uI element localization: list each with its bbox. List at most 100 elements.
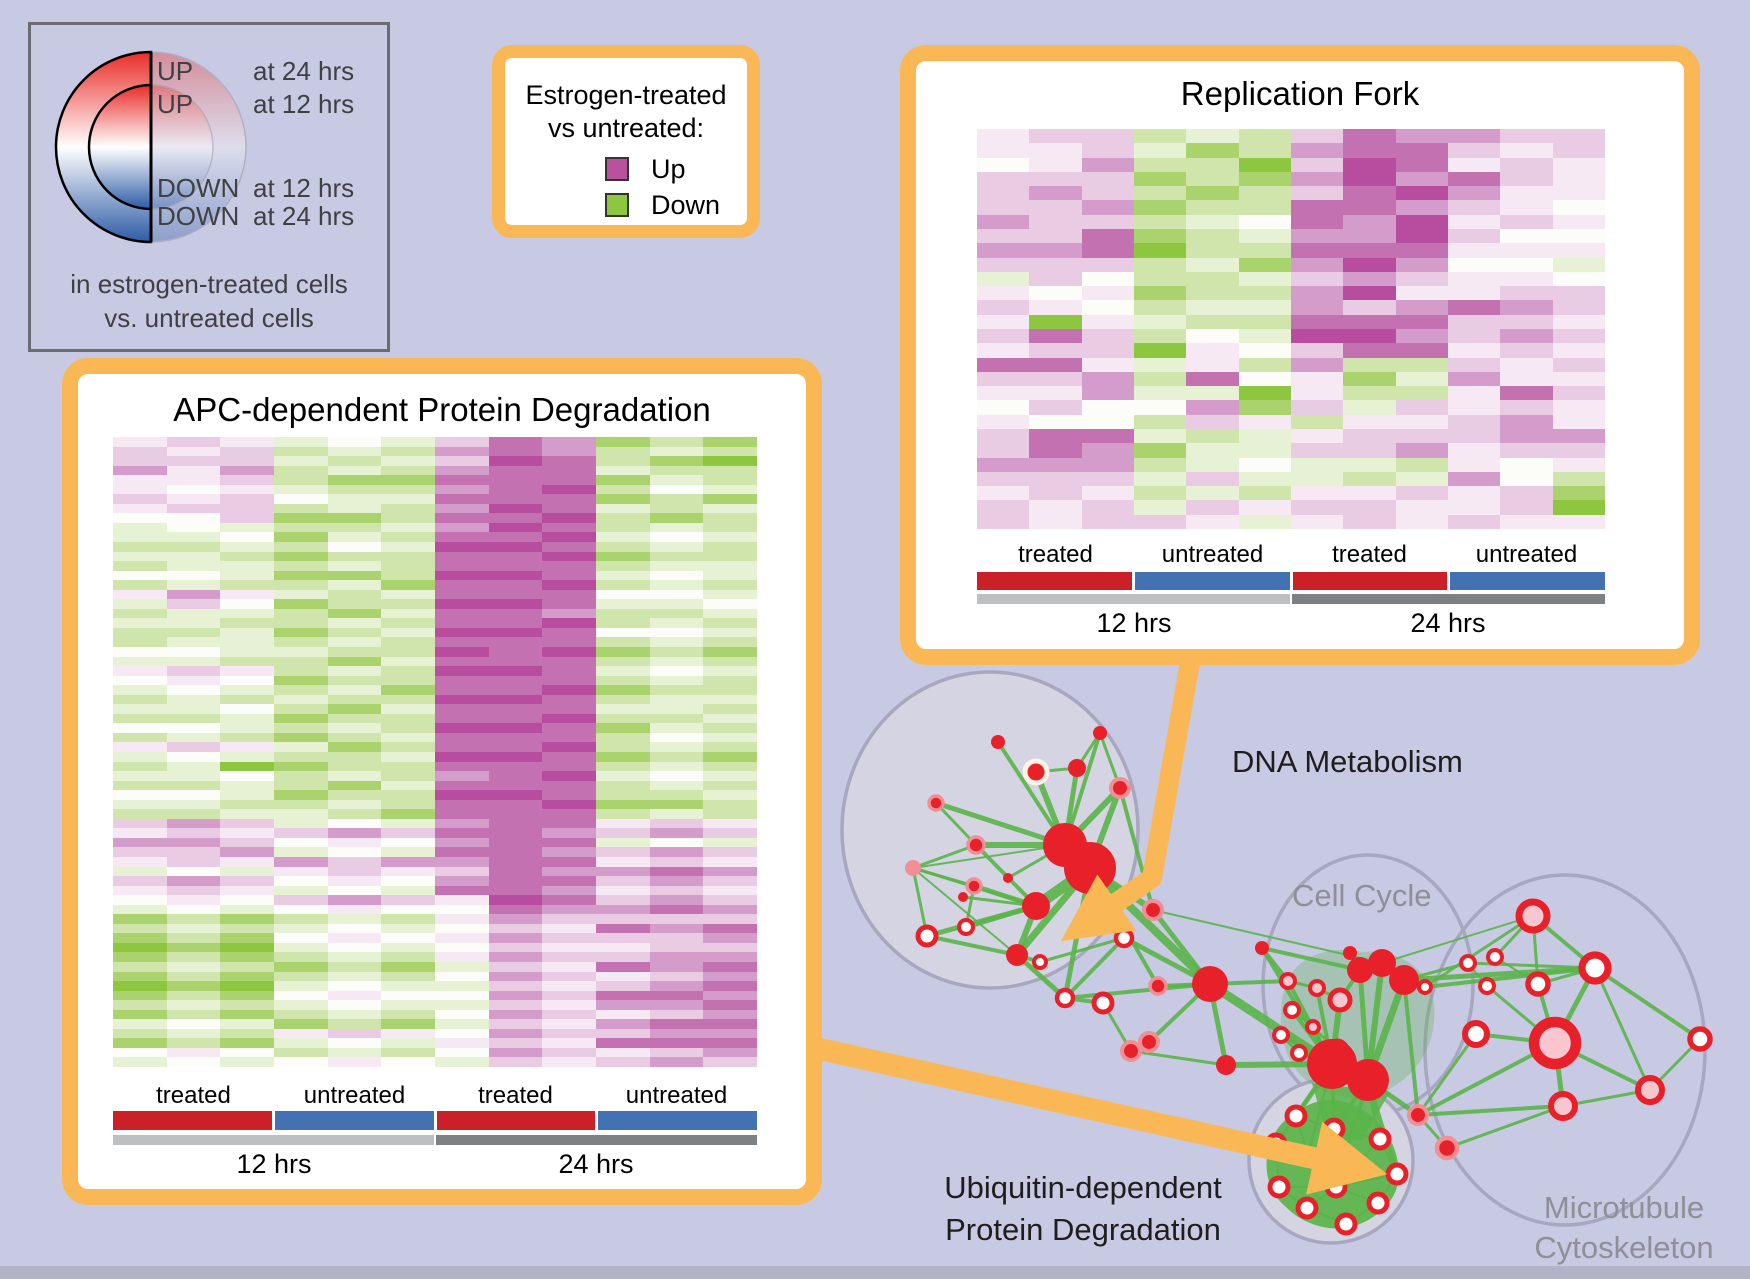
heatmap-cell xyxy=(1133,171,1187,187)
heatmap-cell xyxy=(1133,214,1187,229)
heatmap-cell xyxy=(649,1047,704,1058)
heatmap-cell xyxy=(274,876,328,886)
heatmap-cell xyxy=(113,790,167,800)
heatmap-cell xyxy=(1081,171,1134,187)
heatmap-cell xyxy=(435,1019,489,1029)
heatmap-cell xyxy=(977,514,1030,529)
heatmap-cell xyxy=(542,713,596,724)
heatmap-cell xyxy=(1343,328,1396,344)
heatmap-cell xyxy=(488,790,543,800)
heatmap-cell xyxy=(113,570,167,581)
heatmap-cell xyxy=(1447,486,1501,501)
heatmap-cell xyxy=(703,981,757,991)
network-edge xyxy=(1063,936,1126,1000)
heatmap-cell xyxy=(220,885,274,896)
heatmap-cell xyxy=(274,666,328,676)
gene-node-white-center xyxy=(1478,977,1496,995)
heatmap-cell xyxy=(1395,271,1448,287)
heatmap-cell xyxy=(488,570,543,581)
heatmap-cell xyxy=(1395,400,1448,415)
heatmap-cell xyxy=(327,1047,382,1058)
heatmap-cell xyxy=(274,990,328,1001)
heatmap-cell xyxy=(327,685,382,695)
heatmap-cell xyxy=(113,866,167,877)
heatmap-cell xyxy=(542,656,596,667)
heatmap-cell xyxy=(113,656,167,667)
heatmap-cell xyxy=(435,923,489,934)
heatmap-cell xyxy=(220,465,274,476)
heatmap-cell xyxy=(327,589,382,600)
heatmap-cell xyxy=(1343,157,1396,172)
gene-node-white-center xyxy=(1267,1175,1291,1199)
gene-node-pink-center xyxy=(1308,979,1326,997)
heatmap-cell xyxy=(596,618,650,628)
heatmap-cell xyxy=(1552,386,1605,401)
heatmap-cell xyxy=(1447,228,1501,244)
heatmap-cell xyxy=(166,799,221,810)
heatmap-cell xyxy=(1238,343,1291,358)
heatmap-cell xyxy=(649,675,704,686)
heatmap-cell xyxy=(166,599,221,609)
heatmap-cell xyxy=(113,895,167,905)
heatmap-cell xyxy=(596,637,650,647)
heatmap-cell xyxy=(649,971,704,982)
dna-metabolism-label: DNA Metabolism xyxy=(1232,744,1463,779)
heatmap-cell xyxy=(596,656,650,667)
heatmap-cell xyxy=(1552,471,1605,487)
heatmap-cell xyxy=(488,914,543,924)
heatmap-cell xyxy=(113,484,167,495)
heatmap-cell xyxy=(1395,328,1448,344)
heatmap-cell xyxy=(596,732,650,743)
heatmap-cell xyxy=(327,914,382,924)
heatmap-cell xyxy=(542,1057,596,1067)
heatmap-cell xyxy=(596,494,650,504)
heatmap-cell xyxy=(1238,428,1291,444)
heatmap-cell xyxy=(703,513,757,523)
heatmap-cell xyxy=(1343,443,1396,458)
heatmap-cell xyxy=(220,475,274,485)
heatmap-cell xyxy=(166,914,221,924)
heatmap-cell xyxy=(649,713,704,724)
gene-node-solid xyxy=(1389,965,1419,995)
heatmap-cell xyxy=(435,742,489,752)
heatmap-cell xyxy=(113,1000,167,1010)
heatmap-cell xyxy=(166,522,221,533)
heatmap-cell xyxy=(596,1000,650,1010)
heatmap-cell xyxy=(327,599,382,609)
heatmap-cell xyxy=(542,627,596,638)
heatmap-cell xyxy=(1500,228,1553,244)
heatmap-cell xyxy=(327,465,382,476)
heatmap-cell xyxy=(542,503,596,514)
heatmap-cell xyxy=(1447,286,1501,301)
heatmap-cell xyxy=(649,542,704,552)
heatmap-cell xyxy=(488,857,543,867)
heatmap-cell xyxy=(703,952,757,962)
heatmap-cell xyxy=(435,952,489,962)
heatmap-cell xyxy=(327,933,382,943)
heatmap-cell xyxy=(274,694,328,705)
heatmap-cell xyxy=(1186,257,1239,272)
heatmap-cell xyxy=(703,475,757,485)
ring-time-24b: at 24 hrs xyxy=(253,201,355,231)
heatmap-cell xyxy=(220,446,274,457)
heatmap-cell xyxy=(113,876,167,886)
heatmap-cell xyxy=(703,866,757,877)
heatmap-cell xyxy=(1238,171,1291,187)
heatmap-cell xyxy=(1290,300,1344,315)
heatmap-cell xyxy=(381,570,435,581)
heatmap-cell xyxy=(220,542,274,552)
heatmap-cell xyxy=(649,1057,704,1067)
heatmap-cell xyxy=(596,589,650,600)
heatmap-cell xyxy=(1395,214,1448,229)
heatmap-cell xyxy=(542,876,596,886)
heatmap-cell xyxy=(542,847,596,857)
replication-panel-title: Replication Fork xyxy=(1180,75,1420,112)
heatmap-cell xyxy=(113,742,167,752)
ring-caption-line2: vs. untreated cells xyxy=(104,303,314,333)
heatmap-cell xyxy=(542,809,596,819)
heatmap-cell xyxy=(435,761,489,772)
heatmap-cell xyxy=(977,471,1030,487)
heatmap-cell xyxy=(435,637,489,647)
heatmap-cell xyxy=(1447,414,1501,429)
heatmap-cell xyxy=(649,771,704,781)
